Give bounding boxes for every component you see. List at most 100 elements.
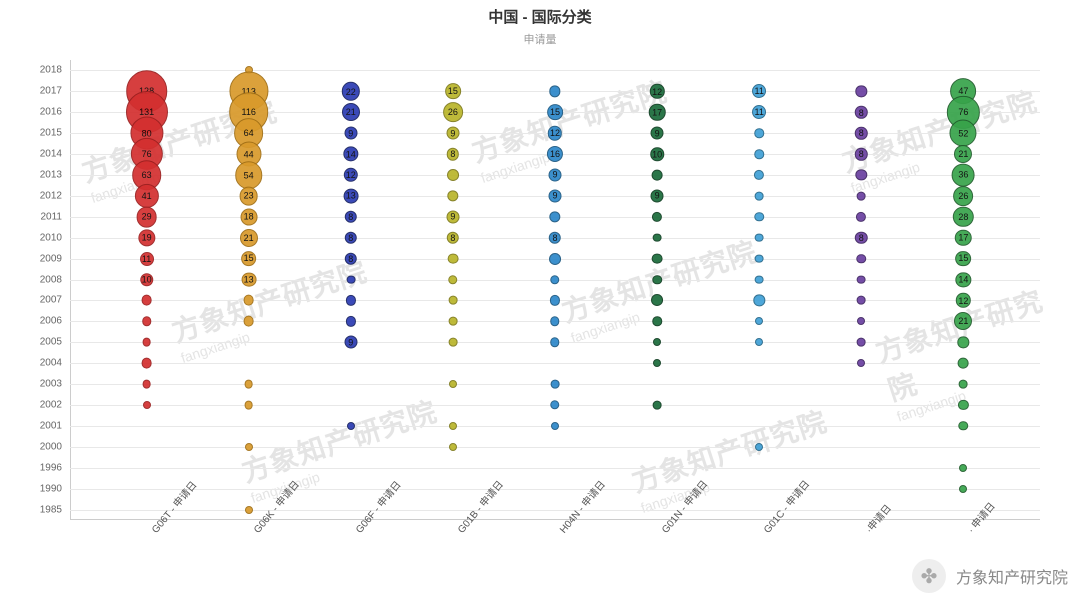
bubble-value: 12 [550,128,560,138]
bubble: 4 [550,295,560,305]
bubble: 54 [235,161,263,189]
bubble-value: 18 [244,212,254,222]
bubble-value: 11 [142,254,151,264]
bubble: 10 [650,147,663,160]
bubble-value: 21 [346,107,356,117]
bubble: 1 [245,506,253,514]
bubble-value: 26 [958,191,968,201]
bubble: 16 [547,146,563,162]
bubble: 9 [446,210,459,223]
bubble: 8 [855,148,867,160]
bubble: 2 [142,380,151,389]
bubble: 12 [344,168,358,182]
bubble: 28 [953,207,973,227]
bubble: 1 [857,359,865,367]
bubble-value: 116 [241,107,255,117]
y-tick-label: 2018 [40,65,70,76]
bubble-value: 17 [652,107,662,117]
bubble: 2 [449,338,458,347]
bubble-value: 9 [552,191,557,201]
bubble: 1 [755,338,763,346]
bubble-value: 8 [450,149,455,159]
bubble: 5 [652,170,663,181]
bubble: 41 [134,184,158,208]
bubble-value: 29 [142,212,152,222]
bubble-value: 8 [450,233,455,243]
bubble: 2 [142,338,151,347]
bubble: 12 [650,84,664,98]
bubble: 11 [140,252,154,266]
bubble: 15 [241,251,257,267]
bubble-value: 9 [450,128,455,138]
bubble: 11 [752,105,766,119]
bubble-value: 16 [550,149,560,159]
y-tick-label: 2004 [40,358,70,369]
bubble-value: 8 [348,212,353,222]
bubble-value: 15 [448,86,458,96]
bubble: 2 [551,380,560,389]
bubble-value: 14 [346,149,356,159]
bubble-value: 14 [958,275,968,285]
bubble: 17 [955,229,972,246]
bubble-value: 9 [655,191,660,201]
bubble: 5 [243,295,254,306]
bubble: 7 [651,294,663,306]
bubble: 2 [449,317,458,326]
bubble: 8 [855,231,867,243]
y-tick-label: 1990 [40,483,70,494]
bubble: 10 [140,273,153,286]
y-tick-label: 2005 [40,337,70,348]
bubble: 2 [653,233,662,242]
bubble: 22 [342,82,360,100]
bubble-value: 15 [244,254,254,264]
bubble: 15 [445,84,461,100]
bubble: 3 [550,400,559,409]
bubble-value: 9 [348,337,353,347]
bubble: 13 [343,188,358,203]
bubble-value: 8 [348,254,353,264]
bubble: 21 [240,229,258,247]
bubble: 9 [651,127,664,140]
bubble: 6 [856,169,867,180]
y-tick-label: 1996 [40,462,70,473]
bubble: 3 [652,317,661,326]
bubble: 3 [754,149,763,158]
bubble: 9 [344,336,357,349]
bubble-value: 36 [958,170,968,180]
bubble-value: 13 [244,275,254,285]
bubble: 6 [549,211,560,222]
bubble: 1 [857,317,865,325]
bubble: 1 [959,464,967,472]
bubble: 2 [755,192,764,201]
bubble: 3 [142,317,151,326]
bubble: 4 [346,295,356,305]
bubble: 6 [754,295,765,306]
y-tick-label: 2001 [40,420,70,431]
bubble: 11 [752,84,766,98]
y-tick-label: 2011 [40,211,70,222]
y-tick-label: 2002 [40,400,70,411]
bubble: 21 [954,145,972,163]
bubble-value: 41 [142,191,152,201]
bubble: 2 [244,380,253,389]
bubble: 8 [447,148,459,160]
bubble: 1 [551,422,559,430]
bubble: 1 [143,401,151,409]
bubble-value: 80 [142,128,152,138]
bubble: 5 [958,358,969,369]
bubble-value: 8 [859,233,864,243]
bubble: 1 [449,422,457,430]
gridline [70,70,1040,71]
bubble: 2 [449,296,458,305]
bubble: 1 [653,359,661,367]
bubble: 4 [346,316,356,326]
bubble-value: 13 [346,191,356,201]
bubble: 6 [549,86,560,97]
bubble: 3 [857,254,866,263]
bubble: 2 [653,401,662,410]
bubble-value: 54 [244,170,254,180]
bubble: 36 [952,164,975,187]
bubble: 1 [245,443,253,451]
plot-area: 2018201720162015201420132012201120102009… [70,60,1040,520]
bubble: 12 [548,126,562,140]
